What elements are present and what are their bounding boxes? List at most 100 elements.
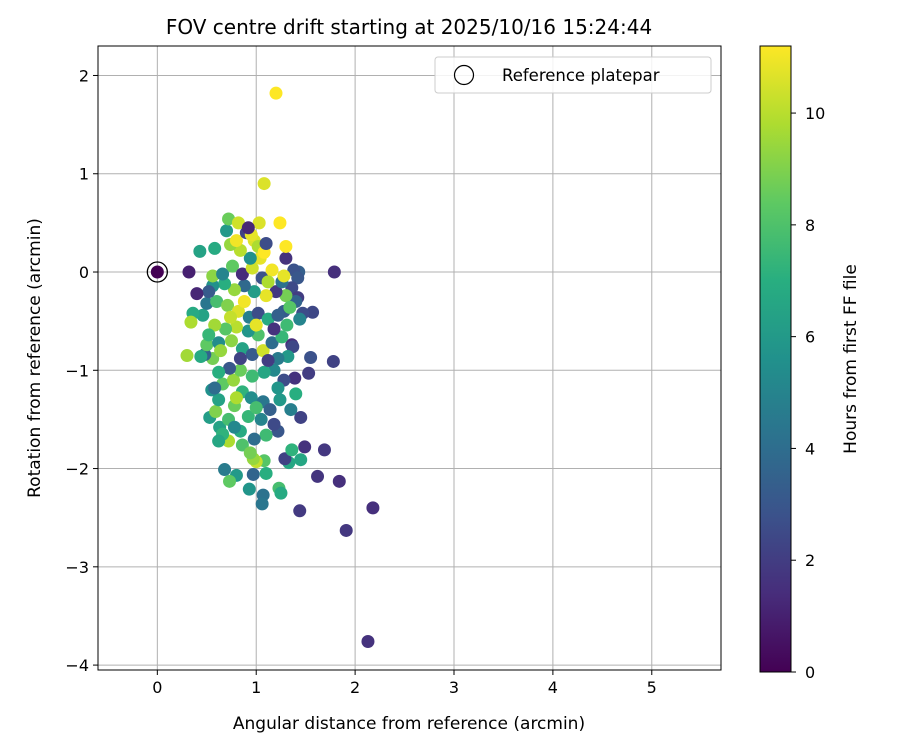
- data-point: [257, 177, 271, 191]
- data-point: [225, 259, 239, 273]
- scatter-points: [150, 86, 380, 649]
- data-point: [311, 469, 325, 483]
- data-point: [286, 340, 300, 354]
- data-point: [208, 318, 222, 332]
- data-point: [190, 287, 204, 301]
- legend-marker: [453, 64, 475, 86]
- colorbar-tick-label: 2: [805, 551, 815, 570]
- data-point: [180, 349, 194, 363]
- data-point: [327, 265, 341, 279]
- y-tick-label: 0: [79, 263, 89, 282]
- data-point: [304, 351, 318, 365]
- data-point: [279, 239, 293, 253]
- y-tick-label: −3: [65, 558, 89, 577]
- data-point: [269, 86, 283, 100]
- data-point: [193, 244, 207, 258]
- data-point: [233, 363, 247, 377]
- data-point: [235, 267, 249, 281]
- data-point: [223, 361, 237, 375]
- colorbar-tick-label: 10: [805, 104, 825, 123]
- legend: Reference platepar: [434, 56, 712, 94]
- x-tick-label: 3: [449, 678, 459, 697]
- data-point: [219, 322, 233, 336]
- y-axis-label: Rotation from reference (arcmin): [25, 218, 45, 498]
- data-point: [220, 224, 234, 238]
- data-point: [285, 443, 299, 457]
- chart-title: FOV centre drift starting at 2025/10/16 …: [166, 15, 652, 39]
- data-point: [212, 365, 226, 379]
- data-point: [255, 497, 269, 511]
- data-point: [244, 391, 258, 405]
- data-point: [208, 381, 222, 395]
- data-point: [273, 216, 287, 230]
- y-tick-label: −2: [65, 460, 89, 479]
- data-point: [233, 351, 247, 365]
- data-point: [366, 501, 380, 515]
- data-point: [261, 275, 275, 289]
- data-point: [227, 283, 241, 297]
- data-point: [182, 265, 196, 279]
- data-point: [218, 277, 232, 291]
- x-tick-label: 5: [647, 678, 657, 697]
- colorbar-tick-label: 8: [805, 216, 815, 235]
- data-point: [279, 289, 293, 303]
- data-point: [235, 438, 249, 452]
- data-point: [214, 344, 228, 358]
- data-point: [271, 381, 285, 395]
- data-point: [210, 294, 224, 308]
- data-point: [243, 446, 257, 460]
- plot-frame: [97, 45, 722, 671]
- data-point: [265, 336, 279, 350]
- data-point: [259, 237, 273, 251]
- data-point: [274, 486, 288, 500]
- data-point: [275, 330, 289, 344]
- data-point: [339, 523, 353, 537]
- data-point: [257, 365, 271, 379]
- data-point: [245, 369, 259, 383]
- data-point: [280, 318, 294, 332]
- data-point: [251, 306, 265, 320]
- data-point: [209, 405, 223, 419]
- data-point: [361, 635, 375, 649]
- data-point: [252, 216, 266, 230]
- x-axis-ticks: 0 1 2 3 4 5: [152, 670, 657, 697]
- data-point: [267, 363, 281, 377]
- data-point: [196, 308, 210, 322]
- data-point: [293, 312, 307, 326]
- data-point: [241, 221, 255, 235]
- colorbar-tick-label: 0: [805, 663, 815, 682]
- data-point: [222, 212, 236, 226]
- data-point: [261, 353, 275, 367]
- data-point: [202, 285, 216, 299]
- data-point: [254, 412, 268, 426]
- data-point: [225, 334, 238, 348]
- data-point: [226, 373, 240, 387]
- x-tick-label: 0: [152, 678, 162, 697]
- data-point: [249, 318, 263, 332]
- data-point: [267, 322, 281, 336]
- data-point: [229, 234, 243, 248]
- data-point: [233, 243, 247, 257]
- data-point: [259, 428, 273, 442]
- data-point: [265, 263, 279, 277]
- data-point: [317, 443, 331, 457]
- data-point: [200, 338, 214, 352]
- data-point: [237, 294, 251, 308]
- data-point: [259, 466, 273, 480]
- data-point: [208, 241, 222, 255]
- colorbar-label: Hours from first FF file: [841, 264, 861, 454]
- data-point: [212, 434, 226, 448]
- data-point: [243, 251, 257, 265]
- legend-label: Reference platepar: [502, 66, 660, 85]
- data-point: [237, 279, 251, 293]
- data-point: [223, 474, 237, 488]
- data-point: [247, 285, 261, 299]
- data-point: [284, 403, 298, 417]
- data-point: [332, 474, 346, 488]
- data-point: [267, 417, 281, 431]
- x-axis-label: Angular distance from reference (arcmin): [233, 714, 585, 734]
- x-tick-label: 4: [548, 678, 558, 697]
- data-point: [288, 371, 302, 385]
- data-point: [247, 432, 261, 446]
- data-point: [224, 310, 238, 324]
